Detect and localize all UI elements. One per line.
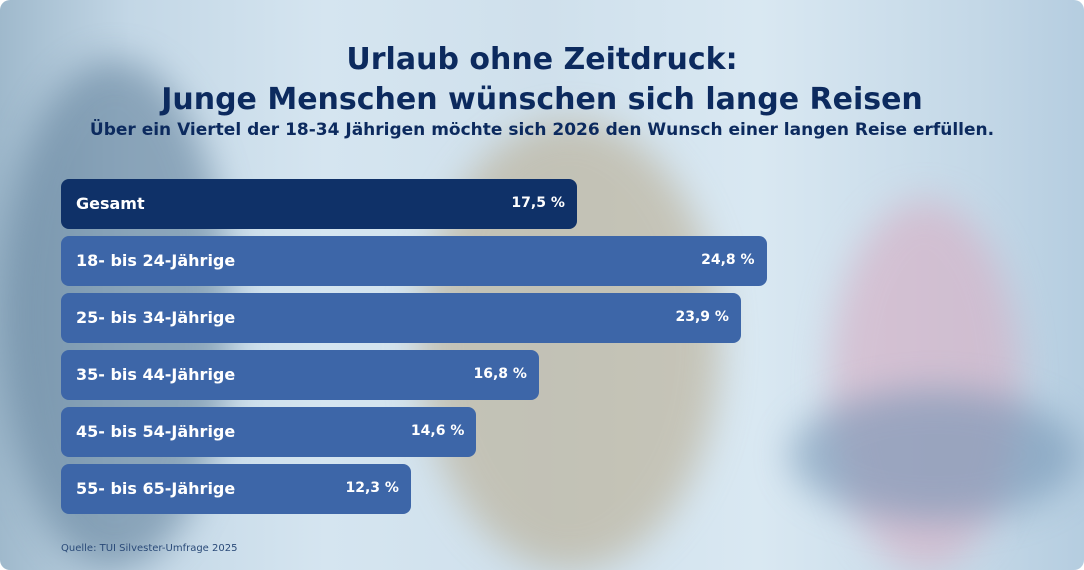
bar-value-label: 24,8 % bbox=[701, 252, 755, 268]
bar-label: 25- bis 34-Jährige bbox=[76, 308, 236, 327]
bar-value-label: 12,3 % bbox=[345, 480, 399, 496]
chart-subtitle: Über ein Viertel der 18-34 Jährigen möch… bbox=[89, 120, 995, 140]
bar-age-group: 18- bis 24-Jährige 24,8 % bbox=[61, 236, 767, 286]
title-line-1: Urlaub ohne Zeitdruck: bbox=[346, 42, 738, 77]
bar-value-label: 23,9 % bbox=[675, 309, 729, 325]
background-photo-seats bbox=[790, 390, 1080, 520]
bar-age-group: 35- bis 44-Jährige 16,8 % bbox=[61, 350, 539, 400]
source-note: Quelle: TUI Silvester-Umfrage 2025 bbox=[61, 543, 238, 554]
title-line-2: Junge Menschen wünschen sich lange Reise… bbox=[161, 82, 923, 117]
bar-label: 45- bis 54-Jährige bbox=[76, 422, 236, 441]
bar-age-group: 55- bis 65-Jährige 12,3 % bbox=[61, 464, 411, 514]
bar-label: 55- bis 65-Jährige bbox=[76, 479, 236, 498]
bar-label: 18- bis 24-Jährige bbox=[76, 251, 236, 270]
bar-value-label: 17,5 % bbox=[511, 195, 565, 211]
chart-title: Urlaub ohne Zeitdruck: Junge Menschen wü… bbox=[0, 40, 1084, 120]
bar-age-group: 45- bis 54-Jährige 14,6 % bbox=[61, 407, 477, 457]
bar-label: Gesamt bbox=[76, 194, 145, 213]
bar-total: Gesamt 17,5 % bbox=[61, 179, 577, 229]
bar-label: 35- bis 44-Jährige bbox=[76, 365, 236, 384]
bar-value-label: 14,6 % bbox=[410, 423, 465, 439]
bar-age-group: 25- bis 34-Jährige 23,9 % bbox=[61, 293, 741, 343]
bar-value-label: 16,8 % bbox=[473, 366, 527, 382]
